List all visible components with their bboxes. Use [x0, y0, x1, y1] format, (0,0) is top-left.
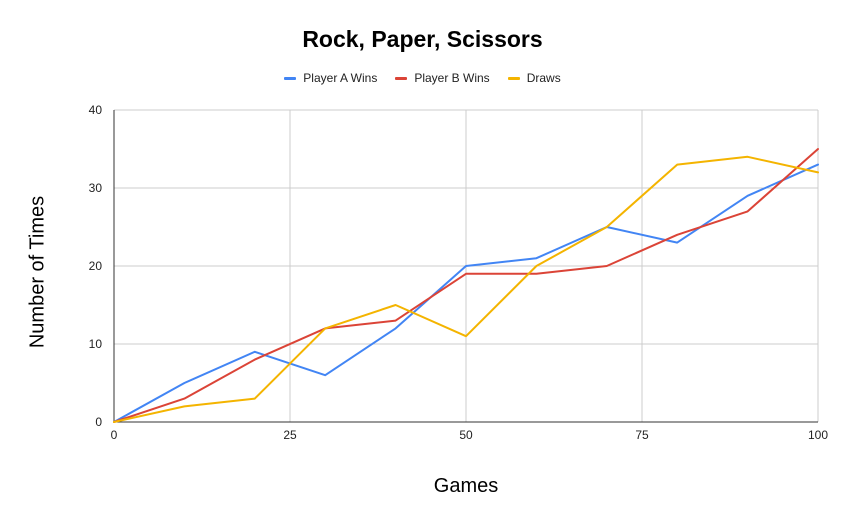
x-tick-label-25: 25: [283, 428, 297, 442]
series-line-player-b-wins: [113, 148, 819, 423]
legend-swatch-player-b: [395, 76, 408, 80]
legend-item-draws[interactable]: Draws: [507, 71, 561, 85]
y-tick-label-20: 20: [89, 259, 103, 273]
axes: [113, 110, 818, 423]
legend-label-player-a: Player A Wins: [303, 71, 378, 85]
series-lines: [113, 148, 819, 423]
series-line-draws: [113, 155, 819, 423]
legend-swatch-draws: [507, 76, 520, 80]
y-tick-label-0: 0: [95, 415, 102, 429]
y-axis-title: Number of Times: [26, 195, 49, 349]
grid: [114, 109, 819, 422]
tick-labels: 0 10 20 30 40 0 25 50 75 100: [89, 103, 829, 442]
y-tick-label-40: 40: [89, 103, 103, 117]
y-tick-label-30: 30: [89, 181, 103, 195]
x-tick-label-50: 50: [459, 428, 473, 442]
legend-label-player-b: Player B Wins: [414, 71, 490, 85]
legend-label-draws: Draws: [526, 71, 561, 85]
x-tick-label-100: 100: [808, 428, 828, 442]
x-tick-label-75: 75: [635, 428, 649, 442]
legend-swatch-player-a: [284, 76, 297, 80]
chart-title: Rock, Paper, Scissors: [302, 26, 543, 52]
legend-item-player-a[interactable]: Player A Wins: [284, 71, 377, 85]
legend: Player A Wins Player B Wins Draws: [0, 71, 845, 85]
x-axis-title: Games: [433, 475, 499, 497]
x-tick-label-0: 0: [111, 428, 118, 442]
legend-item-player-b[interactable]: Player B Wins: [395, 71, 490, 85]
y-tick-label-10: 10: [89, 337, 103, 351]
